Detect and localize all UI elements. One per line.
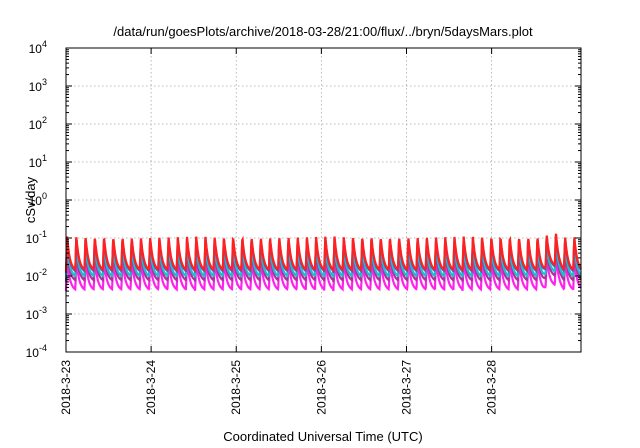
y-tick-label: 104 (29, 39, 47, 56)
x-tick-label: 2018-3-28 (485, 360, 499, 415)
y-tick-label: 100 (29, 191, 47, 208)
x-tick-label: 2018-3-26 (314, 360, 328, 415)
y-tick-label: 10-3 (26, 305, 47, 322)
series-line (64, 243, 582, 279)
y-tick-label: 103 (29, 77, 47, 94)
y-tick-label: 10-2 (26, 267, 47, 284)
y-tick-label: 10-1 (26, 229, 47, 246)
x-axis-label: Coordinated Universal Time (UTC) (223, 429, 422, 444)
x-tick-label: 2018-3-23 (59, 360, 73, 415)
series-line (64, 256, 582, 292)
chart-title: /data/run/goesPlots/archive/2018-03-28/2… (113, 24, 533, 39)
y-tick-label: 102 (29, 115, 47, 132)
x-tick-label: 2018-3-27 (399, 360, 413, 415)
y-tick-label: 101 (29, 153, 47, 170)
ticks: 10-4 10-3 10-2 10-1 100 101 102 103 104 2018-3-23… (26, 39, 581, 415)
series-layer (64, 233, 582, 292)
grid (66, 48, 581, 352)
series-line (64, 233, 582, 273)
y-tick-label: 10-4 (26, 343, 47, 360)
x-tick-label: 2018-3-24 (144, 360, 158, 415)
y-axis-label: cSv/day (23, 176, 38, 223)
x-tick-label: 2018-3-25 (229, 360, 243, 415)
